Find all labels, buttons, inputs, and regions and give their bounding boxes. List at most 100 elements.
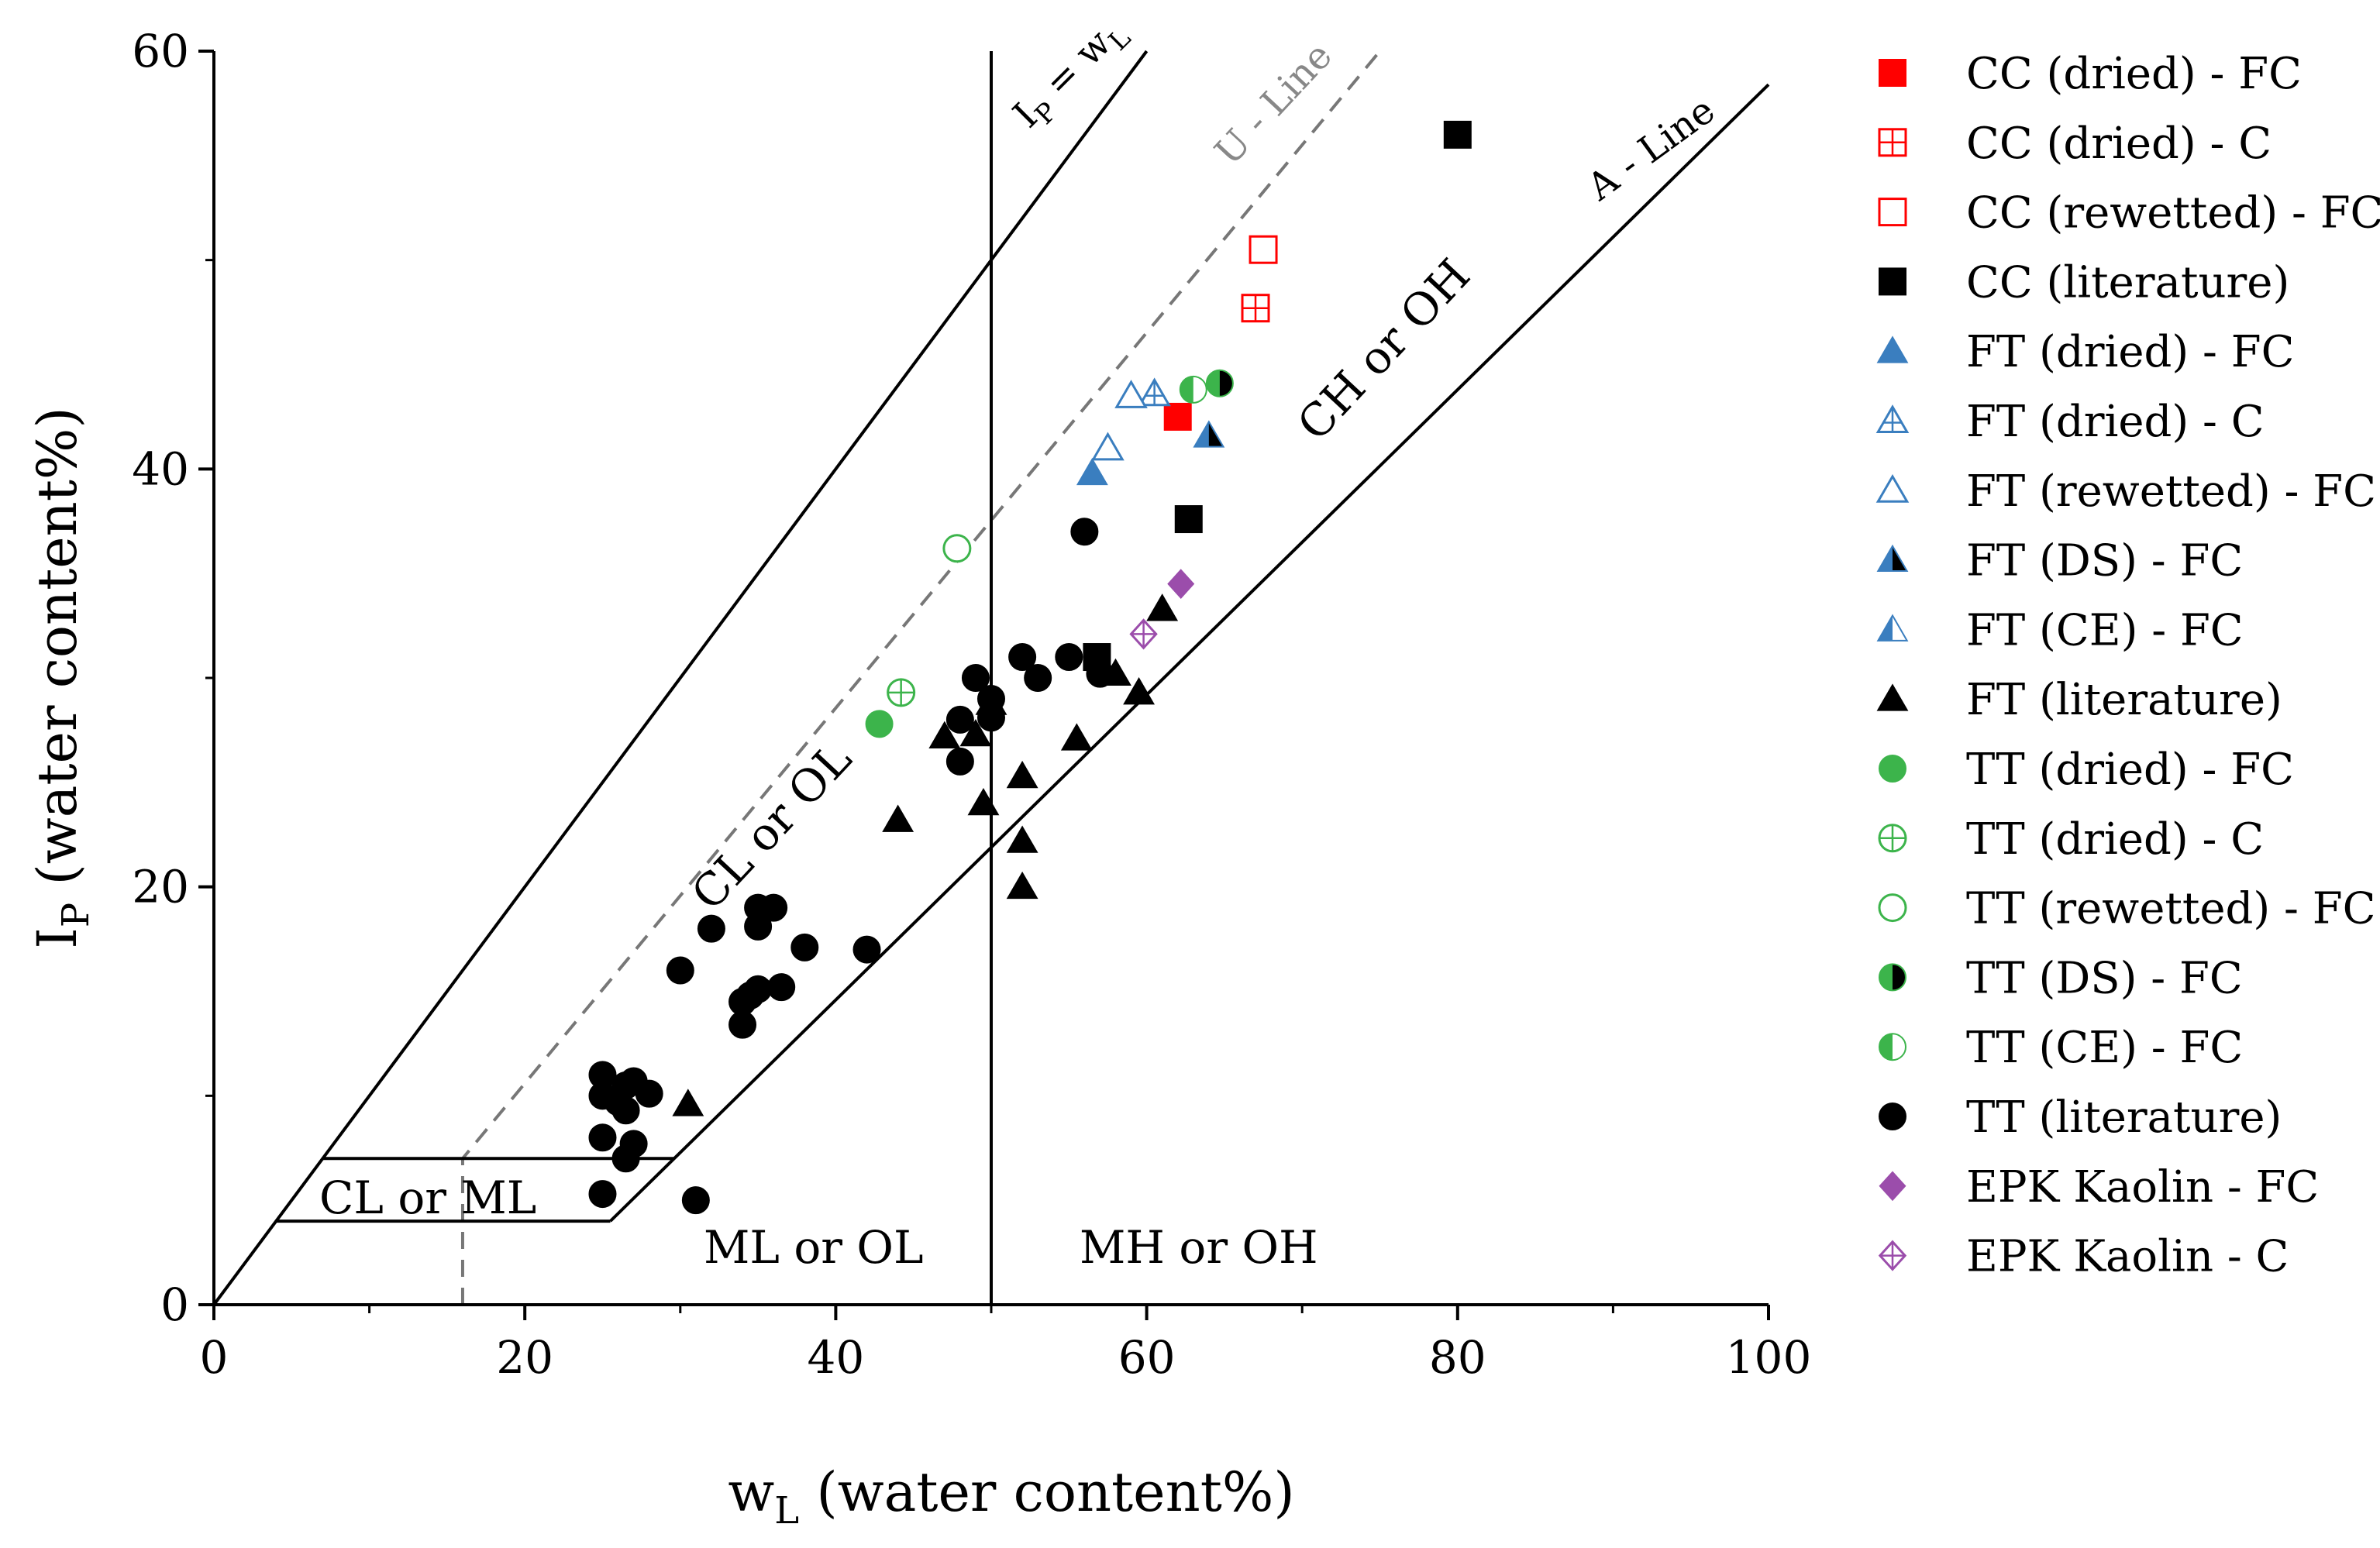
- marker-outline: [1879, 963, 1906, 992]
- data-point: [588, 1123, 617, 1152]
- legend-marker: [1876, 544, 1909, 573]
- marker-shape: [672, 1089, 704, 1116]
- data-point: [887, 678, 916, 707]
- y-label-sub: P: [54, 903, 98, 927]
- data-point: [588, 1180, 617, 1209]
- marker-shape: [1008, 643, 1037, 672]
- zone-label-ml-ol: ML or OL: [704, 1221, 924, 1274]
- marker-shape: [1060, 723, 1093, 751]
- data-point: [681, 1186, 710, 1215]
- marker-shape: [942, 534, 972, 563]
- data-point: [697, 914, 725, 943]
- legend-marker: [1879, 59, 1906, 87]
- zone-label-cl-ml: CL or ML: [319, 1171, 536, 1224]
- marker-shape: [611, 1096, 640, 1125]
- legend-item: CC (rewetted) - FC: [1878, 188, 2380, 239]
- legend-item: TT (dried) - FC: [1879, 745, 2294, 795]
- y-label-main: I: [26, 927, 89, 949]
- legend-label: TT (dried) - C: [1966, 814, 2264, 865]
- marker-outline: [1205, 369, 1234, 397]
- legend-marker: [1879, 1103, 1906, 1130]
- data-point: [882, 804, 914, 832]
- marker-shape: [611, 1144, 640, 1173]
- legend-label: CC (literature): [1966, 257, 2289, 308]
- legend-marker: [1878, 824, 1907, 853]
- marker-shape: [1055, 643, 1083, 672]
- data-point: [1006, 871, 1038, 900]
- ip-equals-wl-line: [212, 50, 1149, 1306]
- data-point: [672, 1089, 704, 1116]
- legend-label: CC (rewetted) - FC: [1966, 188, 2380, 239]
- marker-shape: [882, 804, 914, 832]
- zone-label-mh-oh: MH or OH: [1080, 1221, 1318, 1274]
- legend-label: FT (CE) - FC: [1966, 605, 2244, 655]
- data-point: [1146, 593, 1179, 621]
- marker-shape: [1006, 760, 1038, 789]
- y-tick-label: 0: [160, 1278, 189, 1331]
- legend-label: CC (dried) - FC: [1966, 49, 2302, 99]
- y-tick-label: 40: [132, 442, 189, 495]
- legend-item: TT (DS) - FC: [1879, 953, 2243, 1003]
- marker-shape: [1114, 380, 1148, 408]
- marker-shape: [697, 914, 725, 943]
- data-point: [759, 893, 788, 922]
- data-point: [942, 534, 972, 563]
- data-point: [767, 973, 796, 1002]
- marker-shape: [1876, 683, 1909, 711]
- marker-shape: [1879, 59, 1906, 87]
- marker-shape: [852, 935, 881, 964]
- data-point: [744, 975, 773, 1003]
- data-point: [1070, 518, 1099, 546]
- legend-item: CC (dried) - C: [1878, 119, 2272, 169]
- marker-right-half: [1893, 964, 1906, 991]
- marker-shape: [1076, 457, 1108, 486]
- marker-shape: [759, 893, 788, 922]
- data-point: [1179, 375, 1207, 404]
- marker-shape: [928, 721, 961, 748]
- y-tick-label: 60: [132, 25, 189, 77]
- x-tick-label: 60: [1118, 1331, 1176, 1384]
- legend-marker: [1875, 473, 1910, 503]
- legend-marker: [1876, 335, 1909, 363]
- legend-item: FT (DS) - FC: [1876, 536, 2243, 587]
- data-point: [967, 787, 1000, 816]
- marker-shape: [1879, 755, 1906, 783]
- data-point: [865, 710, 894, 738]
- legend-marker: [1879, 963, 1906, 992]
- data-point: [1076, 457, 1108, 486]
- marker-shape: [1878, 198, 1907, 227]
- marker-shape: [666, 956, 694, 985]
- legend-item: CC (dried) - FC: [1879, 49, 2302, 99]
- axes: 0 20 40 60 80 100 0 20 40 60: [132, 25, 1811, 1384]
- data-point: [1163, 402, 1192, 431]
- marker-shape: [945, 747, 974, 776]
- legend-item: EPK Kaolin - C: [1878, 1232, 2289, 1282]
- legend-item: TT (rewetted) - FC: [1878, 884, 2375, 934]
- marker-shape: [1146, 593, 1179, 621]
- marker-shape: [967, 787, 1000, 816]
- data-point: [1086, 659, 1114, 688]
- legend-item: CC (literature): [1879, 257, 2289, 308]
- data-points: [588, 120, 1472, 1215]
- marker-shape: [744, 975, 773, 1003]
- data-point: [1129, 618, 1158, 650]
- marker-shape: [1875, 473, 1910, 503]
- data-point: [945, 747, 974, 776]
- marker-outline: [1179, 375, 1207, 404]
- marker-shape: [588, 1180, 617, 1209]
- legend-item: FT (dried) - C: [1875, 397, 2265, 447]
- marker-shape: [588, 1123, 617, 1152]
- legend-item: TT (literature): [1879, 1092, 2282, 1143]
- legend-label: TT (rewetted) - FC: [1966, 884, 2375, 934]
- marker-shape: [790, 933, 819, 961]
- marker-outline: [1876, 614, 1909, 642]
- marker-outline: [1193, 420, 1225, 448]
- marker-shape: [865, 710, 894, 738]
- u-line: [460, 50, 1382, 1305]
- marker-shape: [1086, 659, 1114, 688]
- legend-marker: [1879, 267, 1906, 296]
- marker-shape: [1163, 402, 1192, 431]
- data-point: [611, 1144, 640, 1173]
- legend-item: FT (CE) - FC: [1876, 605, 2244, 655]
- marker-shape: [1878, 893, 1907, 923]
